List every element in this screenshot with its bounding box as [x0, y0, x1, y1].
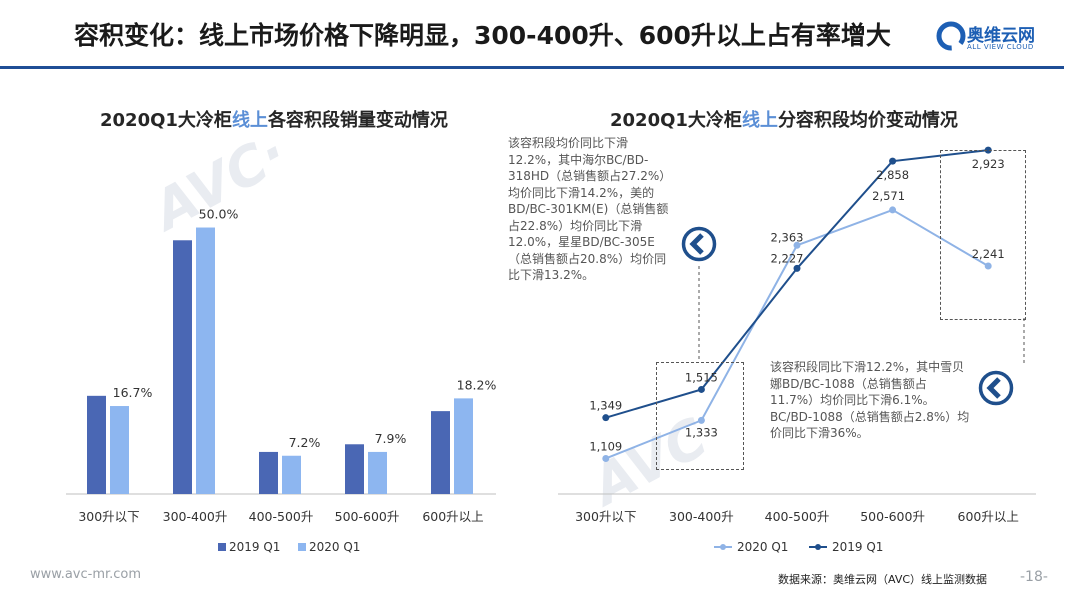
point-data-label: 2,241 [972, 247, 1005, 261]
chevron-left-icon [978, 370, 1014, 406]
bar [87, 395, 106, 494]
point-data-label: 2,227 [771, 251, 804, 265]
x-tick-label: 400-500升 [249, 509, 314, 524]
legend-label: 2020 Q1 [737, 540, 788, 554]
bar [259, 451, 278, 494]
bar [454, 398, 473, 494]
x-tick-label: 300升以下 [575, 509, 636, 524]
data-point [602, 414, 610, 422]
bar [282, 455, 301, 494]
x-tick-label: 400-500升 [765, 509, 830, 524]
annotation-note-600plus: 该容积段同比下滑12.2%，其中雪贝娜BD/BC-1088（总销售额占11.7%… [770, 360, 970, 440]
bar-data-label: 16.7% [113, 385, 153, 400]
header-divider [0, 66, 1064, 69]
logo-text: 奥维云网 [967, 26, 1035, 46]
right-chart-title-part: 2020Q1大冷柜 [610, 110, 742, 131]
page-number: -18- [1020, 569, 1048, 585]
data-point [889, 157, 897, 165]
left-chart-title: 2020Q1大冷柜线上各容积段销量变动情况 [100, 106, 448, 132]
highlight-box-600plus [940, 150, 1026, 320]
x-tick-label: 300升以下 [78, 509, 139, 524]
legend-marker [815, 544, 821, 550]
point-data-label: 1,109 [589, 439, 622, 453]
point-data-label: 1,349 [589, 399, 622, 413]
legend-marker [720, 544, 726, 550]
point-data-label: 2,923 [972, 157, 1005, 171]
bar [431, 411, 450, 494]
footer-url: www.avc-mr.com [30, 567, 142, 582]
legend-swatch [298, 543, 306, 551]
left-chart-title-part: 2020Q1大冷柜 [100, 110, 232, 131]
bar [173, 240, 192, 494]
data-point [889, 206, 897, 214]
legend-label: 2019 Q1 [832, 540, 883, 554]
point-data-label: 2,571 [872, 189, 905, 203]
data-point [984, 262, 992, 270]
point-data-label: 2,858 [876, 168, 909, 182]
left-chart-title-highlight: 线上 [231, 110, 268, 131]
logo: 奥维云网 ALL VIEW CLOUD [935, 18, 1070, 58]
bar-data-label: 18.2% [457, 377, 497, 392]
page-title: 容积变化：线上市场价格下降明显，300-400升、600升以上占有率增大 [74, 21, 891, 50]
bar-data-label: 7.9% [375, 431, 407, 446]
x-tick-label: 300-400升 [163, 509, 228, 524]
data-point [697, 416, 705, 424]
point-data-label: 1,333 [685, 425, 718, 439]
footer-source: 数据来源：奥维云网（AVC）线上监测数据 [778, 573, 988, 586]
chevron-left-icon [681, 226, 717, 262]
x-tick-label: 600升以上 [958, 509, 1019, 524]
x-tick-label: 300-400升 [669, 509, 734, 524]
data-point [793, 241, 801, 249]
annotation-note-300-400: 该容积段均价同比下滑12.2%，其中海尔BC/BD-318HD（总销售额占27.… [508, 136, 672, 282]
x-tick-label: 500-600升 [860, 509, 925, 524]
point-data-label: 2,363 [771, 230, 804, 244]
bar [368, 451, 387, 494]
bar-data-label: 50.0% [199, 207, 239, 222]
right-chart-title-part: 分容积段均价变动情况 [777, 110, 958, 131]
x-tick-label: 500-600升 [335, 509, 400, 524]
right-chart-title: 2020Q1大冷柜线上分容积段均价变动情况 [610, 106, 958, 132]
left-chart-title-part: 各容积段销量变动情况 [267, 110, 448, 131]
highlight-box-300-400 [656, 362, 744, 470]
data-point [793, 264, 801, 272]
data-point [602, 454, 610, 462]
legend-swatch [218, 543, 226, 551]
legend-label: 2019 Q1 [229, 540, 280, 554]
logo-subtext: ALL VIEW CLOUD [967, 43, 1034, 51]
point-data-label: 1,515 [685, 370, 718, 384]
data-point [697, 385, 705, 393]
bar [110, 406, 129, 494]
bar [345, 444, 364, 494]
x-tick-label: 600升以上 [422, 509, 483, 524]
right-chart-title-highlight: 线上 [741, 110, 778, 131]
legend-label: 2020 Q1 [309, 540, 360, 554]
bar [196, 227, 215, 494]
logo-icon [936, 21, 966, 51]
bar-data-label: 7.2% [289, 435, 321, 450]
